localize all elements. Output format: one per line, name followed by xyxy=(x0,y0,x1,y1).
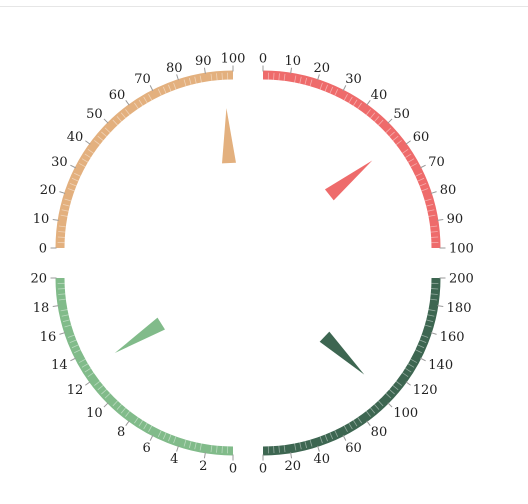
tick-label: 20 xyxy=(30,272,47,287)
gauge-top-right: 0 10 20 30 40 5060 70 80 90 100 xyxy=(259,52,474,257)
gauge-band-top-left xyxy=(60,75,233,248)
major-tick xyxy=(431,192,437,194)
tick-label: 14 xyxy=(51,358,68,373)
tick-label: 8 xyxy=(117,425,125,440)
tick-label: 90 xyxy=(447,212,464,227)
major-tick xyxy=(70,358,75,361)
tick-label: 90 xyxy=(195,54,212,69)
tick-label: 20 xyxy=(40,183,57,198)
tick-label: 20 xyxy=(284,459,301,474)
tick-label: 120 xyxy=(413,383,438,398)
gauge-band-bottom-left xyxy=(60,278,233,451)
tick-label: 10 xyxy=(33,212,50,227)
major-tick xyxy=(388,119,392,123)
tick-label: 0 xyxy=(229,462,237,477)
tick-label: 0 xyxy=(259,52,267,67)
major-tick xyxy=(431,333,437,335)
tick-label: 20 xyxy=(313,61,330,76)
tick-label: 80 xyxy=(166,61,183,76)
gauge-top-left: 0 10 20 30 4050 60 70 80 90 100 xyxy=(33,52,246,257)
tick-label: 50 xyxy=(393,107,410,122)
major-tick xyxy=(104,119,108,123)
gauge-bottom-left: 0 2 4 6 8 1012 14 16 18 20 xyxy=(30,272,237,477)
major-tick xyxy=(126,100,130,105)
tick-label: 6 xyxy=(142,441,150,456)
tick-label: 80 xyxy=(440,183,457,198)
tick-label: 30 xyxy=(345,72,362,87)
tick-label: 100 xyxy=(221,52,246,67)
gauge-needle-top-right xyxy=(325,160,372,200)
major-tick xyxy=(85,141,90,145)
major-tick xyxy=(126,421,130,426)
tick-label: 10 xyxy=(86,406,103,421)
tick-label: 12 xyxy=(67,383,84,398)
tick-label: 140 xyxy=(428,358,453,373)
tick-label: 2 xyxy=(199,459,207,474)
major-tick xyxy=(406,382,411,386)
tick-label: 60 xyxy=(345,441,362,456)
major-tick xyxy=(420,165,425,168)
tick-label: 100 xyxy=(393,406,418,421)
gauge-needle-top-left xyxy=(222,108,236,163)
gauge-needle-bottom-right xyxy=(320,332,365,375)
major-tick xyxy=(59,192,65,194)
gauge-needle-bottom-left xyxy=(115,318,165,353)
tick-label: 70 xyxy=(134,72,151,87)
tick-label: 40 xyxy=(371,88,388,103)
major-tick xyxy=(388,403,392,407)
tick-label: 60 xyxy=(109,88,126,103)
tick-label: 180 xyxy=(447,301,472,316)
gauge-band-top-right xyxy=(263,75,436,248)
major-tick xyxy=(420,358,425,361)
tick-label: 40 xyxy=(313,452,330,467)
tick-label: 0 xyxy=(259,462,267,477)
major-tick xyxy=(318,446,320,452)
tick-label: 60 xyxy=(413,130,430,145)
tick-label: 160 xyxy=(440,330,465,345)
tick-label: 16 xyxy=(40,330,57,345)
tick-label: 40 xyxy=(67,130,84,145)
tick-label: 10 xyxy=(284,54,301,69)
major-tick xyxy=(104,403,108,407)
tick-label: 100 xyxy=(449,242,474,257)
tick-label: 80 xyxy=(371,425,388,440)
gauges-layer: 0 10 203040506070809010001020304050607080 9… xyxy=(30,52,473,477)
tick-label: 18 xyxy=(33,301,50,316)
gauge-bottom-right: 0 20 40 60 80 100 120 140 160 180 200 xyxy=(259,272,474,477)
major-tick xyxy=(70,165,75,168)
tick-label: 4 xyxy=(170,452,178,467)
tick-label: 50 xyxy=(86,107,103,122)
tick-label: 70 xyxy=(428,155,445,170)
major-tick xyxy=(177,446,179,452)
major-tick xyxy=(85,382,90,386)
major-tick xyxy=(59,333,65,335)
major-tick xyxy=(406,141,411,145)
tick-label: 200 xyxy=(449,272,474,287)
gauge-band-bottom-right xyxy=(263,278,436,451)
tick-label: 30 xyxy=(51,155,68,170)
tick-label: 0 xyxy=(39,242,47,257)
